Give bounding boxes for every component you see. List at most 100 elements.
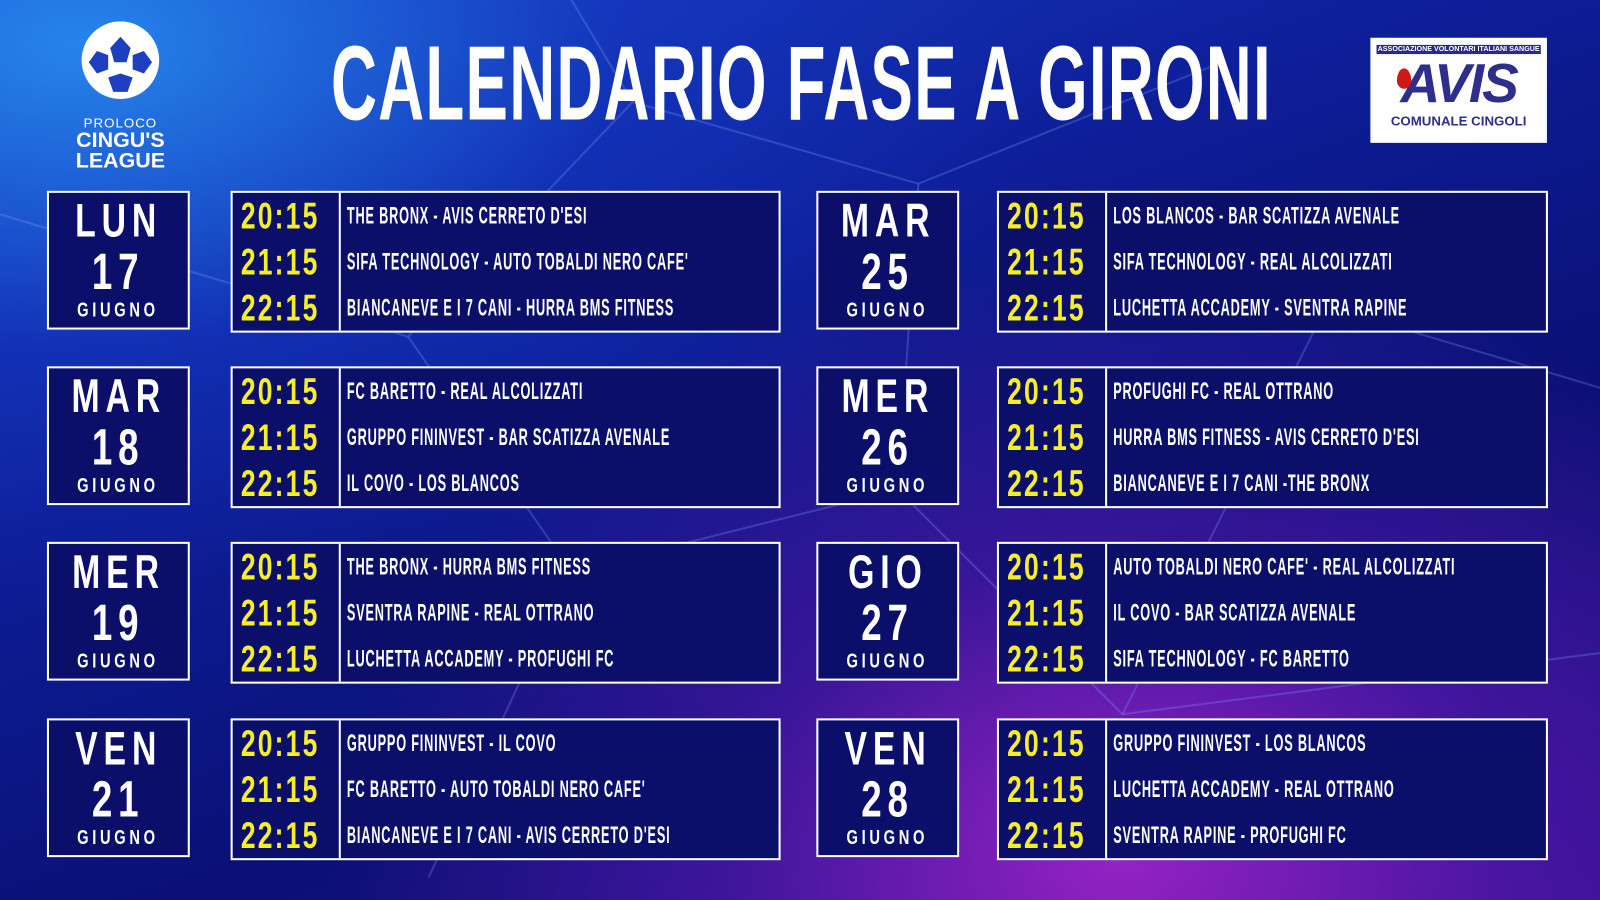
games-column: LOS BLANCOS - BAR SCATIZZA AVENALE SIFA T… [1107, 193, 1546, 331]
day-box: VEN 21 GIUGNO [46, 718, 190, 858]
day-number: 17 [49, 246, 188, 297]
match-teams: SVENTRA RAPINE - REAL OTTRANO [347, 590, 779, 635]
day-box: MAR 25 GIUGNO [816, 190, 960, 330]
match-time: 20:15 [999, 544, 1105, 589]
day-box: VEN 28 GIUGNO [816, 718, 960, 858]
day-box: MER 26 GIUGNO [816, 366, 960, 506]
match-time-text: 21:15 [1007, 415, 1086, 458]
month-text: GIUGNO [846, 474, 929, 497]
match-teams: LUCHETTA ACCADEMY - REAL OTTRANO [1113, 767, 1546, 812]
day-name-text: LUN [74, 193, 162, 247]
match-time: 22:15 [999, 285, 1105, 330]
match-teams-text: LUCHETTA ACCADEMY - REAL OTTRANO [1113, 774, 1395, 803]
logo-proloco: PROLOCO [83, 115, 158, 131]
match-time-text: 21:15 [240, 240, 320, 283]
match-teams-text: PROFUGHI FC - REAL OTTRANO [1113, 377, 1334, 405]
blood-drop-icon [1396, 68, 1412, 89]
month: GIUGNO [49, 472, 188, 499]
match-time: 21:15 [233, 590, 339, 635]
month: GIUGNO [818, 648, 957, 675]
times-column: 20:15 21:15 22:15 [233, 192, 341, 331]
avis-sub: COMUNALE CINGOLI [1390, 113, 1527, 129]
match-time-text: 21:15 [1007, 240, 1086, 283]
day-number-text: 21 [92, 770, 145, 828]
games-column: THE BRONX - AVIS CERRETO D'ESI SIFA TECHN… [341, 193, 779, 331]
match-teams-text: THE BRONX - HURRA BMS FITNESS [346, 552, 591, 581]
match-teams-text: FC BARETTO - AUTO TOBALDI NERO CAFE' [346, 774, 646, 803]
matches-box: 20:15 21:15 22:15 FC BARETTO - REAL ALCOLIZ… [230, 366, 781, 509]
avis-association: ASSOCIAZIONE VOLONTARI ITALIANI SANGUE [1376, 44, 1541, 55]
match-teams-text: GRUPPO FININVEST - IL COVO [346, 729, 557, 757]
match-time: 21:15 [999, 767, 1105, 812]
matches-box: 20:15 21:15 22:15 GRUPPO FININVEST - IL COV… [230, 718, 781, 861]
month-text: GIUGNO [77, 649, 160, 673]
match-teams-text: AUTO TOBALDI NERO CAFE' - REAL ALCOLIZZA… [1113, 552, 1456, 581]
match-time-text: 21:15 [1007, 591, 1086, 634]
month: GIUGNO [49, 648, 188, 675]
match-teams: GRUPPO FININVEST - LOS BLANCOS [1113, 721, 1546, 766]
match-time: 20:15 [233, 544, 339, 589]
match-teams: SVENTRA RAPINE - PROFUGHI FC [1113, 813, 1546, 858]
day-name-text: VEN [844, 721, 932, 775]
day-number: 21 [49, 773, 188, 824]
match-time: 20:15 [233, 193, 339, 238]
times-column: 20:15 21:15 22:15 [999, 543, 1108, 682]
day-box: MER 19 GIUGNO [46, 541, 190, 681]
match-teams: LUCHETTA ACCADEMY - PROFUGHI FC [347, 636, 779, 681]
day-number: 28 [818, 773, 957, 824]
matches-box: 20:15 21:15 22:15 THE BRONX - AVIS CERRETO … [230, 190, 781, 333]
match-teams-text: IL COVO - LOS BLANCOS [346, 468, 520, 497]
match-teams-text: SVENTRA RAPINE - PROFUGHI FC [1113, 820, 1347, 849]
match-teams: IL COVO - LOS BLANCOS [347, 461, 779, 506]
match-time: 21:15 [999, 239, 1105, 284]
match-time-text: 22:15 [240, 637, 320, 680]
match-time-text: 22:15 [240, 461, 320, 504]
day-name-text: MAR [840, 193, 936, 247]
match-teams: HURRA BMS FITNESS - AVIS CERRETO D'ESI [1113, 415, 1546, 460]
match-teams-text: IL COVO - BAR SCATIZZA AVENALE [1113, 598, 1357, 627]
starball-icon [81, 21, 160, 99]
match-time: 21:15 [999, 590, 1105, 635]
match-time: 22:15 [233, 285, 339, 330]
match-teams-text: THE BRONX - AVIS CERRETO D'ESI [346, 201, 588, 230]
match-time-text: 20:15 [240, 369, 320, 412]
match-teams: FC BARETTO - REAL ALCOLIZZATI [347, 369, 779, 414]
match-teams-text: HURRA BMS FITNESS - AVIS CERRETO D'ESI [1113, 422, 1420, 451]
logo-line2: LEAGUE [75, 148, 166, 173]
avis-name-text: AVIS [1400, 53, 1518, 115]
match-time: 22:15 [233, 461, 339, 506]
day-name: VEN [818, 722, 957, 773]
match-teams: THE BRONX - HURRA BMS FITNESS [347, 544, 779, 589]
match-time: 22:15 [999, 636, 1105, 681]
match-teams-text: LOS BLANCOS - BAR SCATIZZA AVENALE [1113, 201, 1400, 230]
day-number-text: 19 [92, 593, 145, 652]
match-time: 20:15 [999, 369, 1105, 414]
times-column: 20:15 21:15 22:15 [999, 368, 1108, 507]
match-teams: THE BRONX - AVIS CERRETO D'ESI [347, 193, 779, 238]
match-time: 22:15 [999, 461, 1105, 506]
times-column: 20:15 21:15 22:15 [233, 543, 341, 682]
month: GIUGNO [818, 824, 957, 851]
times-column: 20:15 21:15 22:15 [233, 368, 341, 507]
day-number: 25 [818, 246, 957, 297]
match-teams-text: FC BARETTO - REAL ALCOLIZZATI [346, 377, 584, 405]
day-name: GIO [818, 546, 957, 597]
matches-box: 20:15 21:15 22:15 LOS BLANCOS - BAR SCATIZZ… [996, 190, 1548, 333]
match-time: 21:15 [233, 767, 339, 812]
match-teams-text: SIFA TECHNOLOGY - REAL ALCOLIZZATI [1113, 247, 1393, 275]
match-teams: AUTO TOBALDI NERO CAFE' - REAL ALCOLIZZA… [1113, 544, 1546, 589]
cingus-league-logo: PROLOCO CINGU'S LEAGUE [59, 14, 181, 177]
avis-name: AVIS [1370, 54, 1547, 113]
match-teams: GRUPPO FININVEST - BAR SCATIZZA AVENALE [347, 415, 779, 460]
match-time-text: 20:15 [240, 721, 320, 764]
games-column: PROFUGHI FC - REAL OTTRANO HURRA BMS FITN… [1107, 368, 1546, 506]
match-time-text: 20:15 [1007, 194, 1086, 237]
month-text: GIUGNO [77, 298, 160, 322]
match-time-text: 21:15 [240, 415, 320, 458]
match-teams-text: BIANCANEVE E I 7 CANI -THE BRONX [1113, 468, 1371, 497]
month-text: GIUGNO [846, 649, 929, 673]
match-teams: FC BARETTO - AUTO TOBALDI NERO CAFE' [347, 767, 779, 812]
day-name-text: VEN [74, 721, 162, 775]
match-time-text: 20:15 [240, 545, 320, 588]
